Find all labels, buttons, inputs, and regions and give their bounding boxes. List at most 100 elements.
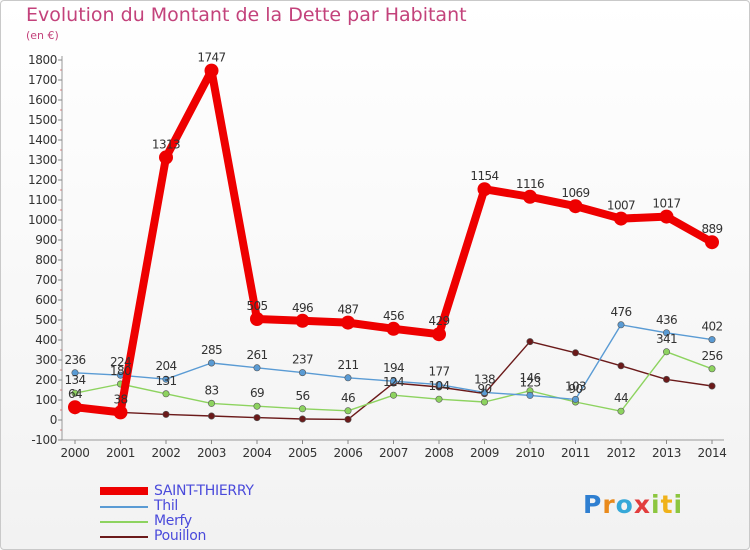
y-tick-label: 1100	[28, 193, 57, 207]
y-tick-label: 1600	[28, 93, 57, 107]
y-axis-unit-label: (en €)	[26, 29, 59, 42]
logo-letter: t	[660, 490, 674, 519]
y-tick-label: 600	[35, 293, 57, 307]
data-point-merfy	[344, 407, 352, 415]
logo-letter: x	[633, 490, 651, 519]
data-label-saint-thierry: 456	[383, 309, 404, 323]
data-point-merfy	[162, 390, 170, 398]
x-tick-label: 2007	[379, 446, 408, 460]
data-label-merfy: 341	[656, 332, 677, 346]
data-point-thil	[435, 381, 443, 389]
data-label-thil: 476	[610, 305, 631, 319]
data-label-thil: 138	[474, 372, 495, 386]
data-point-merfy	[708, 365, 716, 373]
data-point-thil	[571, 395, 579, 403]
data-point-saint-thierry	[705, 235, 719, 250]
data-label-merfy: 90	[477, 382, 491, 396]
data-label-merfy: 104	[428, 379, 449, 393]
data-label-saint-thierry: 496	[292, 301, 313, 315]
y-tick-label: 500	[35, 313, 57, 327]
data-label-merfy: 56	[295, 389, 309, 403]
legend-swatch-merfy	[100, 521, 148, 523]
data-point-pouillon	[298, 415, 306, 423]
y-tick-label: 700	[35, 273, 57, 287]
data-label-merfy: 134	[64, 373, 85, 387]
y-tick-label: 400	[35, 333, 57, 347]
logo-letter: i	[673, 490, 684, 519]
y-tick-label: 1000	[28, 213, 57, 227]
x-tick-label: 2005	[288, 446, 317, 460]
x-tick-label: 2009	[470, 446, 499, 460]
data-point-saint-thierry	[113, 405, 128, 420]
data-label-saint-thierry: 487	[337, 303, 358, 317]
legend-label-thil: Thil	[154, 498, 179, 514]
x-tick-label: 2013	[652, 446, 681, 460]
data-point-saint-thierry	[341, 315, 355, 330]
data-point-thil	[208, 359, 216, 367]
legend-swatch-thil	[100, 506, 148, 508]
x-tick-label: 2012	[607, 446, 636, 460]
data-label-merfy: 83	[204, 383, 218, 397]
x-tick-label: 2001	[106, 446, 135, 460]
data-label-saint-thierry: 1154	[470, 169, 498, 183]
y-tick-label: 1700	[28, 73, 57, 87]
data-point-saint-thierry	[477, 182, 492, 197]
proxiti-logo: Proxiti	[583, 490, 683, 519]
data-label-thil: 177	[428, 365, 449, 379]
chart-title: Evolution du Montant de la Dette par Hab…	[26, 4, 467, 26]
data-point-merfy	[389, 391, 397, 399]
legend-swatch-pouillon	[100, 536, 148, 538]
logo-letter: i	[651, 490, 661, 519]
data-point-saint-thierry	[523, 189, 537, 204]
data-label-saint-thierry: 505	[246, 299, 267, 313]
data-point-saint-thierry	[386, 321, 401, 336]
data-point-merfy	[662, 348, 670, 356]
data-point-pouillon	[526, 338, 534, 346]
y-tick-label: 0	[50, 413, 57, 427]
data-point-saint-thierry	[432, 327, 446, 342]
legend-label-merfy: Merfy	[154, 513, 192, 529]
x-tick-label: 2014	[698, 446, 727, 460]
legend-label-pouillon: Pouillon	[154, 528, 207, 544]
series-saint-thierry	[68, 63, 719, 420]
series-layer	[68, 63, 719, 423]
data-point-merfy	[208, 399, 216, 407]
data-label-thil: 236	[64, 353, 85, 367]
data-label-saint-thierry: 889	[701, 222, 722, 236]
data-point-thil	[617, 321, 625, 329]
x-tick-label: 2004	[243, 446, 272, 460]
data-point-merfy	[617, 407, 625, 415]
data-point-pouillon	[344, 415, 352, 423]
data-label-saint-thierry: 1116	[516, 177, 544, 191]
legend-swatch-saint-thierry	[100, 487, 148, 495]
x-tick-label: 2000	[61, 446, 90, 460]
y-tick-label: 1400	[28, 133, 57, 147]
data-point-thil	[526, 391, 534, 399]
data-point-pouillon	[253, 414, 261, 422]
y-tick-label: 1300	[28, 153, 57, 167]
x-tick-label: 2003	[197, 446, 226, 460]
data-point-pouillon	[708, 382, 716, 390]
data-point-saint-thierry	[159, 150, 173, 165]
data-point-saint-thierry	[568, 199, 583, 214]
data-point-thil	[480, 388, 488, 396]
logo-letter: P	[583, 490, 603, 519]
logo-letter: r	[602, 490, 616, 519]
data-label-merfy: 256	[701, 349, 722, 363]
y-tick-label: -100	[31, 433, 57, 447]
data-point-saint-thierry	[659, 209, 674, 224]
data-label-saint-thierry: 429	[428, 314, 449, 328]
data-label-saint-thierry: 1007	[607, 199, 635, 213]
data-point-saint-thierry	[295, 313, 310, 328]
data-label-thil: 123	[519, 375, 540, 389]
series-thil	[71, 321, 716, 403]
data-label-thil: 285	[201, 343, 222, 357]
data-point-merfy	[253, 402, 261, 410]
data-label-merfy: 146	[519, 371, 540, 385]
data-label-thil: 103	[565, 379, 586, 393]
data-label-thil: 436	[656, 313, 677, 327]
y-tick-label: 800	[35, 253, 57, 267]
y-tick-label: 1800	[28, 53, 57, 67]
